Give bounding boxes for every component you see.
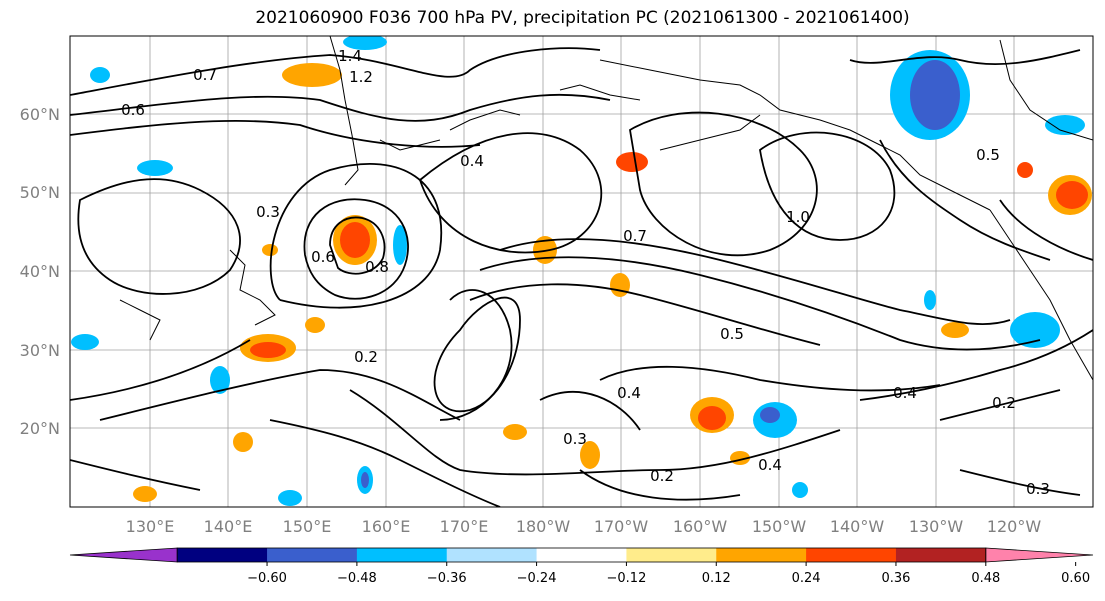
lat-label: 30°N [20, 341, 60, 360]
colorbar-tick-label: −0.12 [607, 571, 647, 586]
colorbar-tick-label: −0.60 [247, 571, 287, 586]
precip-shading [71, 36, 1092, 506]
latitude-labels: 60°N 50°N 40°N 30°N 20°N [20, 105, 60, 438]
svg-text:0.3: 0.3 [1026, 480, 1050, 498]
svg-text:0.5: 0.5 [976, 146, 1000, 164]
svg-text:0.7: 0.7 [623, 227, 647, 245]
lat-label: 50°N [20, 183, 60, 202]
lon-label: 170°E [440, 517, 489, 536]
map-title: 2021060900 F036 700 hPa PV, precipitatio… [255, 8, 910, 28]
longitude-labels: 130°E 140°E 150°E 160°E 170°E 180°W 170°… [126, 517, 1042, 536]
contour-labels: 0.7 0.6 0.4 0.3 0.2 0.5 1.2 1.4 0.8 1.0 … [121, 47, 1050, 498]
svg-text:0.2: 0.2 [992, 394, 1016, 412]
coastlines [119, 36, 1093, 381]
colorbar-outline [176, 547, 987, 563]
lat-label: 20°N [20, 419, 60, 438]
colorbar-tick-label: 0.24 [792, 571, 821, 586]
colorbar-tick-label: −0.48 [337, 571, 377, 586]
svg-text:0.4: 0.4 [758, 456, 782, 474]
lon-label: 140°W [830, 517, 885, 536]
colorbar-segment [806, 548, 897, 562]
colorbar-tick-label: 0.36 [881, 571, 910, 586]
colorbar-tick-label: 0.12 [702, 571, 731, 586]
map-frame [69, 35, 1094, 508]
svg-text:0.6: 0.6 [311, 248, 335, 266]
svg-text:0.3: 0.3 [256, 203, 280, 221]
colorbar: −0.60 −0.48 −0.36 −0.24 −0.12 0.12 0.24 0.36 0.4… [69, 547, 1094, 586]
colorbar-segment [895, 548, 987, 562]
lon-label: 160°W [673, 517, 728, 536]
svg-text:0.5: 0.5 [720, 325, 744, 343]
svg-text:0.2: 0.2 [354, 348, 378, 366]
colorbar-segment [267, 548, 358, 562]
colorbar-segment [356, 548, 448, 562]
lon-label: 150°W [752, 517, 807, 536]
colorbar-extend-low [69, 547, 178, 563]
colorbar-tick-label: 0.60 [1061, 571, 1090, 586]
svg-text:1.2: 1.2 [349, 68, 373, 86]
lon-label: 130°E [126, 517, 175, 536]
lon-label: 150°E [283, 517, 332, 536]
lon-label: 130°W [909, 517, 964, 536]
colorbar-tick-label: −0.24 [517, 571, 557, 586]
colorbar-segment [716, 548, 807, 562]
svg-text:0.3: 0.3 [563, 430, 587, 448]
colorbar-segment [446, 548, 538, 562]
colorbar-tick-label: 0.48 [971, 571, 1000, 586]
svg-text:0.4: 0.4 [460, 152, 484, 170]
colorbar-segment [536, 548, 627, 562]
colorbar-extend-high [985, 547, 1094, 563]
lon-label: 120°W [987, 517, 1042, 536]
lon-label: 140°E [204, 517, 253, 536]
lat-label: 60°N [20, 105, 60, 124]
lon-label: 160°E [362, 517, 411, 536]
svg-text:1.0: 1.0 [786, 208, 810, 226]
svg-text:0.7: 0.7 [193, 66, 217, 84]
svg-text:1.4: 1.4 [338, 47, 362, 65]
colorbar-segment [626, 548, 717, 562]
lon-label: 180°W [516, 517, 571, 536]
svg-text:0.4: 0.4 [893, 384, 917, 402]
lon-label: 170°W [594, 517, 649, 536]
svg-text:0.4: 0.4 [617, 384, 641, 402]
lat-label: 40°N [20, 262, 60, 281]
colorbar-tick-label: −0.36 [427, 571, 467, 586]
colorbar-segment [177, 548, 268, 562]
svg-text:0.6: 0.6 [121, 101, 145, 119]
svg-text:0.2: 0.2 [650, 467, 674, 485]
svg-text:0.8: 0.8 [365, 258, 389, 276]
pv-contours [70, 47, 1093, 507]
